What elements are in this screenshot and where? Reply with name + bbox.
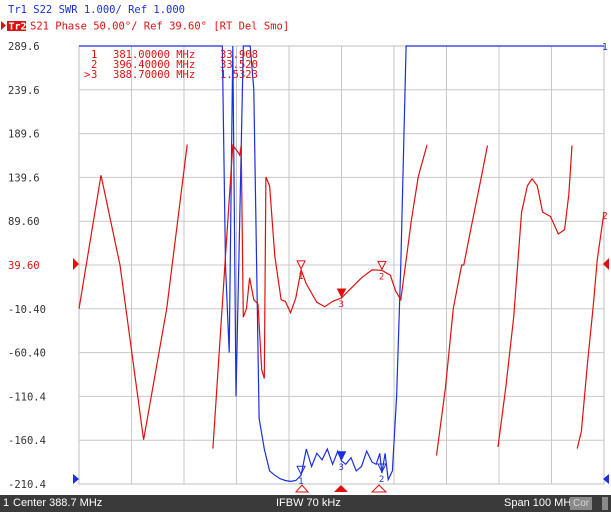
trace2-badge-bg[interactable] xyxy=(7,21,26,31)
marker-2-trace1-icon[interactable] xyxy=(377,463,387,474)
marker-3-trace2-label: 3 xyxy=(339,300,344,310)
stimulus-marker-3-icon[interactable] xyxy=(334,485,348,492)
marker-3-trace2-icon[interactable] xyxy=(336,288,347,299)
marker-1-trace2-icon[interactable] xyxy=(296,260,306,271)
marker-2-freq: 396.40000 MHz xyxy=(113,59,195,71)
y-tick-label: -10.40 xyxy=(8,304,46,316)
ifbw[interactable]: IFBW 70 kHz xyxy=(276,497,341,509)
marker-2-id: 2 xyxy=(91,59,97,71)
y-tick-label: 189.6 xyxy=(8,129,40,141)
y-tick-label: 89.60 xyxy=(8,216,40,228)
center-frequency[interactable]: Center 388.7 MHz xyxy=(13,497,103,509)
ref-level-left-arrow-icon[interactable] xyxy=(73,258,79,270)
ref-level-right-arrow-icon[interactable] xyxy=(603,258,609,270)
marker-2-trace2-icon[interactable] xyxy=(377,260,387,271)
trace2-header[interactable]: S21 Phase 50.00°/ Ref 39.60° [RT Del Smo… xyxy=(30,21,289,33)
status-bar-edge xyxy=(602,497,608,510)
marker-2-value: 33.520 xyxy=(220,59,258,71)
grid-lines xyxy=(79,46,604,484)
y-tick-label: 239.6 xyxy=(8,85,40,97)
marker-3-value: 1.5323 xyxy=(220,69,258,81)
chart-svg: 289.6 239.6 189.6 139.6 89.60 39.60 -10.40 -60.… xyxy=(1,4,609,493)
stimulus-marker-1-icon[interactable] xyxy=(294,484,310,493)
marker-3-trace1-icon[interactable] xyxy=(336,451,347,461)
trace1-end-label: 1 xyxy=(602,42,608,53)
active-trace-arrow-icon xyxy=(1,21,6,30)
correction-badge[interactable]: Cor xyxy=(570,497,593,510)
trace1-ref-left-arrow-icon[interactable] xyxy=(73,474,79,484)
traces xyxy=(78,45,605,483)
stimulus-marker-2-icon[interactable] xyxy=(370,484,388,493)
y-tick-label: -110.4 xyxy=(8,391,46,403)
span-frequency[interactable]: Span 100 MHz xyxy=(504,497,577,509)
marker-1-id: 1 xyxy=(91,49,97,61)
y-tick-label: -160.4 xyxy=(8,435,46,447)
marker-3-trace1-label: 3 xyxy=(339,463,344,473)
y-tick-label: 139.6 xyxy=(8,172,40,184)
y-tick-label: -60.40 xyxy=(8,348,46,360)
marker-3-freq: 388.70000 MHz xyxy=(113,69,195,81)
trace1-header[interactable]: Tr1 S22 SWR 1.000/ Ref 1.000 xyxy=(8,4,185,16)
marker-1-freq: 381.00000 MHz xyxy=(113,49,195,61)
marker-table: 1 381.00000 MHz 33.908 2 396.40000 MHz 3… xyxy=(84,49,258,81)
marker-1-value: 33.908 xyxy=(220,49,258,61)
trace2-badge[interactable]: Tr2 xyxy=(9,22,27,33)
channel-number[interactable]: 1 xyxy=(3,497,10,509)
trace2-phase-line[interactable] xyxy=(78,143,605,456)
status-bar: 1 Center 388.7 MHz IFBW 70 kHz Span 100 … xyxy=(0,495,611,512)
trace2-end-label: 2 xyxy=(602,211,608,222)
marker-1-trace2-label: 1 xyxy=(298,272,303,282)
marker-flags: 1 1 2 2 3 3 xyxy=(296,260,387,487)
marker-1-trace1-icon[interactable] xyxy=(296,465,306,476)
trace1-swr-line[interactable] xyxy=(79,45,604,483)
trace1-ref-right-arrow-icon[interactable] xyxy=(603,474,609,484)
marker-3-id: 3 xyxy=(91,69,97,81)
marker-2-trace1-label: 2 xyxy=(379,475,384,485)
active-marker-indicator: > xyxy=(84,69,90,81)
y-tick-label: -210.4 xyxy=(8,479,46,491)
marker-2-trace2-label: 2 xyxy=(379,272,384,282)
marker-1-trace1-label: 1 xyxy=(298,477,303,487)
y-tick-labels: 289.6 239.6 189.6 139.6 89.60 39.60 -10.40 -60.… xyxy=(8,41,46,491)
y-tick-label: 289.6 xyxy=(8,41,40,53)
y-tick-label: 39.60 xyxy=(8,260,40,272)
stimulus-marker-indicators xyxy=(294,484,388,493)
